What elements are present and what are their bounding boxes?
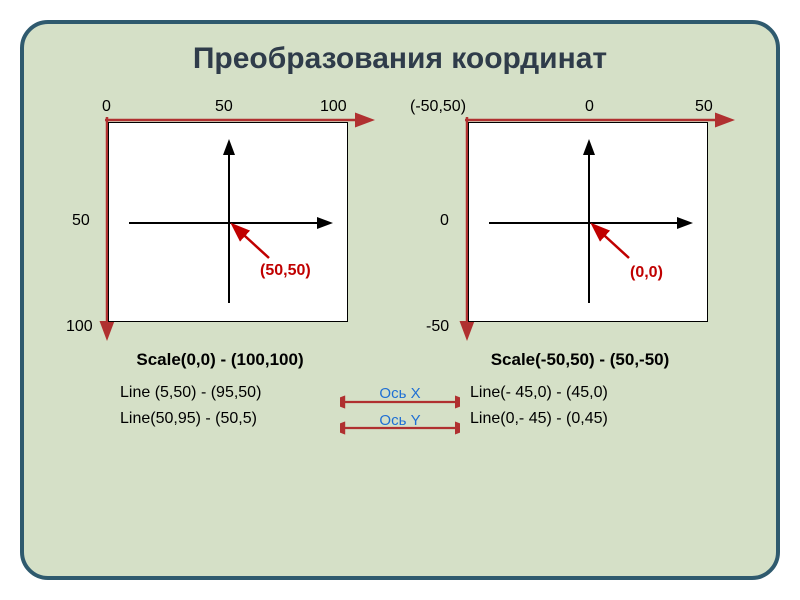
plots-row: 0 50 100 50 100 (50,50) Scale(0,0) - (10… [50, 94, 750, 370]
right-scale-text: Scale(-50,50) - (50,-50) [420, 350, 740, 370]
slide-title: Преобразования координат [50, 42, 750, 76]
left-tick-top-2: 100 [320, 98, 347, 116]
slide: Преобразования координат [20, 20, 780, 580]
right-plot-box [468, 122, 708, 322]
bottom-block: Line (5,50) - (95,50) Line(50,95) - (50,… [50, 380, 750, 434]
right-plot: (-50,50) 0 50 0 -50 (0,0) [420, 94, 740, 344]
right-tick-top-0: 0 [585, 98, 594, 116]
right-tick-left-1: -50 [426, 318, 449, 336]
right-inner-axes-svg [469, 123, 709, 323]
left-line-y: Line(50,95) - (50,5) [120, 406, 330, 432]
left-tick-top-0: 0 [102, 98, 111, 116]
left-tick-left-0: 50 [72, 212, 90, 230]
axis-labels-center: Ось X Ось Y [340, 380, 460, 434]
left-coord-label: (50,50) [260, 262, 311, 280]
left-pointer-arrow [234, 226, 269, 258]
left-plot-column: 0 50 100 50 100 (50,50) Scale(0,0) - (10… [60, 94, 380, 370]
right-line-y: Line(0,- 45) - (0,45) [470, 406, 680, 432]
right-tick-left-0: 0 [440, 212, 449, 230]
left-tick-left-1: 100 [66, 318, 93, 336]
left-scale-text: Scale(0,0) - (100,100) [60, 350, 380, 370]
left-tick-top-1: 50 [215, 98, 233, 116]
right-top-left-label: (-50,50) [410, 98, 466, 116]
left-plot: 0 50 100 50 100 (50,50) [60, 94, 380, 344]
right-coord-label: (0,0) [630, 264, 663, 282]
right-tick-top-1: 50 [695, 98, 713, 116]
right-plot-column: (-50,50) 0 50 0 -50 (0,0) Scale(-50,50) … [420, 94, 740, 370]
axis-arrows-svg [340, 380, 460, 436]
left-plot-box [108, 122, 348, 322]
left-line-x: Line (5,50) - (95,50) [120, 380, 330, 406]
left-equations: Line (5,50) - (95,50) Line(50,95) - (50,… [120, 380, 330, 431]
right-equations: Line(- 45,0) - (45,0) Line(0,- 45) - (0,… [470, 380, 680, 431]
left-inner-axes-svg [109, 123, 349, 323]
right-pointer-arrow [594, 226, 629, 258]
right-line-x: Line(- 45,0) - (45,0) [470, 380, 680, 406]
